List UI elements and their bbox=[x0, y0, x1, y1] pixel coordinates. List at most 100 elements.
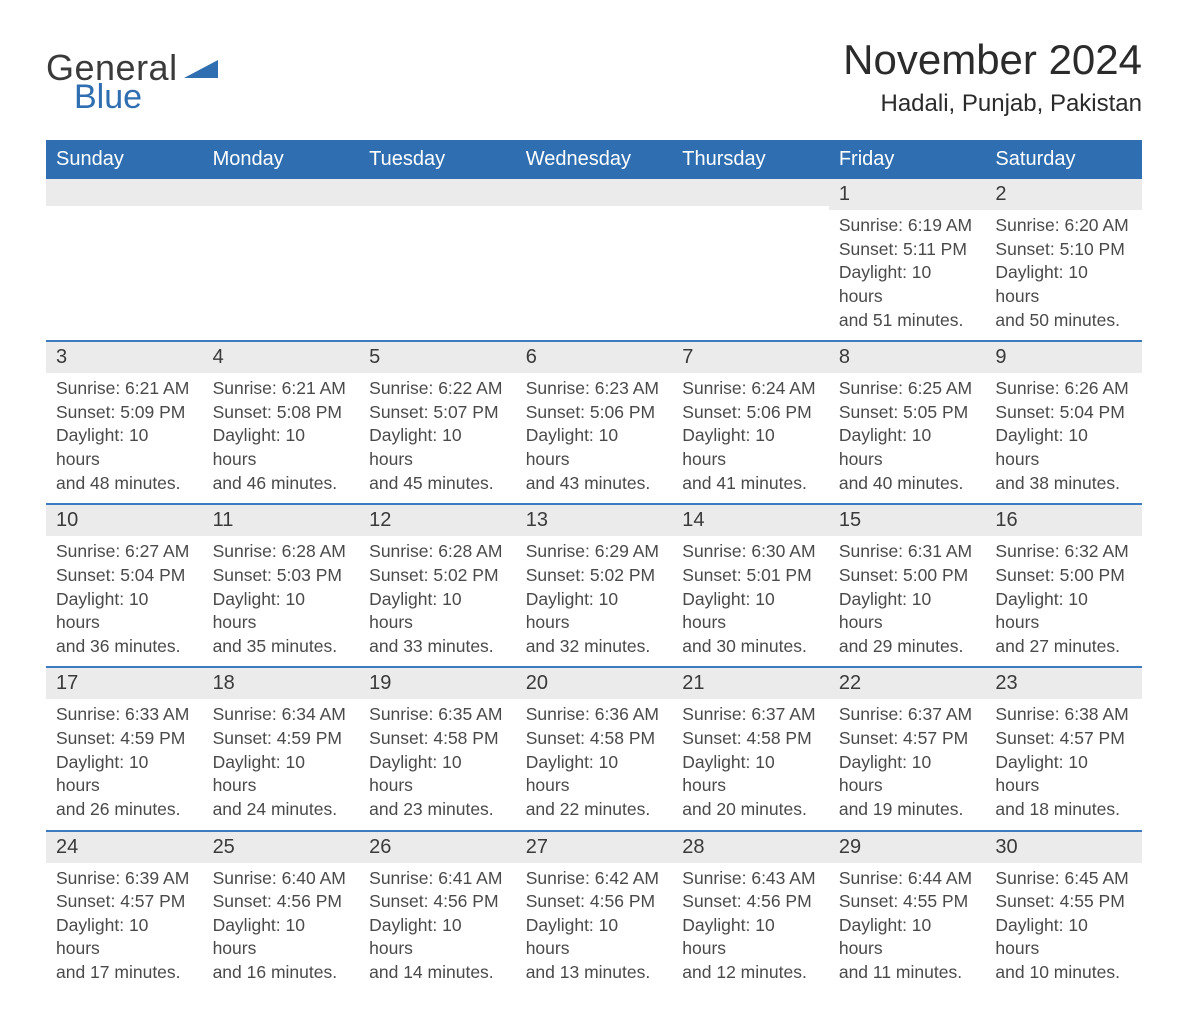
day-cell: 7 Sunrise: 6:24 AMSunset: 5:06 PMDaylight… bbox=[672, 342, 829, 503]
day-number: 6 bbox=[516, 342, 673, 373]
day-number: 17 bbox=[46, 668, 203, 699]
dow-wednesday: Wednesday bbox=[516, 142, 673, 179]
weeks-container: 1Sunrise: 6:19 AMSunset: 5:11 PMDaylight… bbox=[46, 179, 1142, 993]
day-cell: 29Sunrise: 6:44 AMSunset: 4:55 PMDayligh… bbox=[829, 832, 986, 993]
day-number: 8 bbox=[829, 342, 986, 373]
day-sunset: Sunset: 5:10 PM bbox=[995, 238, 1132, 262]
day-cell: 16Sunrise: 6:32 AMSunset: 5:00 PMDayligh… bbox=[985, 505, 1142, 666]
day-sunrise: Sunrise: 6:39 AM bbox=[56, 867, 193, 891]
day-sunrise: Sunrise: 6:45 AM bbox=[995, 867, 1132, 891]
day-sunset: Sunset: 5:02 PM bbox=[369, 564, 506, 588]
day-cell: 6 Sunrise: 6:23 AMSunset: 5:06 PMDaylight… bbox=[516, 342, 673, 503]
header: General Blue November 2024 Hadali, Punja… bbox=[46, 36, 1142, 124]
day-sunset: Sunset: 4:56 PM bbox=[369, 890, 506, 914]
dow-thursday: Thursday bbox=[672, 142, 829, 179]
day-number: 4 bbox=[203, 342, 360, 373]
week-row: 3Sunrise: 6:21 AMSunset: 5:09 PMDaylight… bbox=[46, 340, 1142, 503]
day-details: Sunrise: 6:24 AMSunset: 5:06 PMDaylight:… bbox=[682, 377, 819, 495]
day-details: Sunrise: 6:45 AMSunset: 4:55 PMDaylight:… bbox=[995, 867, 1132, 985]
day-cell: 27Sunrise: 6:42 AMSunset: 4:56 PMDayligh… bbox=[516, 832, 673, 993]
day-sunrise: Sunrise: 6:37 AM bbox=[682, 703, 819, 727]
day-daylight1: Daylight: 10 hours bbox=[995, 588, 1132, 635]
day-cell: 20Sunrise: 6:36 AMSunset: 4:58 PMDayligh… bbox=[516, 668, 673, 829]
day-number: 3 bbox=[46, 342, 203, 373]
day-number: 10 bbox=[46, 505, 203, 536]
day-sunset: Sunset: 5:06 PM bbox=[526, 401, 663, 425]
day-sunset: Sunset: 4:58 PM bbox=[682, 727, 819, 751]
day-daylight1: Daylight: 10 hours bbox=[682, 424, 819, 471]
day-cell: 2Sunrise: 6:20 AMSunset: 5:10 PMDaylight… bbox=[985, 179, 1142, 340]
day-details: Sunrise: 6:21 AMSunset: 5:08 PMDaylight:… bbox=[213, 377, 350, 495]
day-daylight1: Daylight: 10 hours bbox=[213, 751, 350, 798]
day-number bbox=[672, 179, 829, 206]
day-sunrise: Sunrise: 6:25 AM bbox=[839, 377, 976, 401]
day-daylight2: and 24 minutes. bbox=[213, 798, 350, 822]
day-cell: 24Sunrise: 6:39 AMSunset: 4:57 PMDayligh… bbox=[46, 832, 203, 993]
day-sunset: Sunset: 4:56 PM bbox=[213, 890, 350, 914]
day-sunrise: Sunrise: 6:37 AM bbox=[839, 703, 976, 727]
day-daylight1: Daylight: 10 hours bbox=[839, 261, 976, 308]
day-details: Sunrise: 6:41 AMSunset: 4:56 PMDaylight:… bbox=[369, 867, 506, 985]
day-daylight2: and 12 minutes. bbox=[682, 961, 819, 985]
day-daylight1: Daylight: 10 hours bbox=[213, 588, 350, 635]
day-details: Sunrise: 6:34 AMSunset: 4:59 PMDaylight:… bbox=[213, 703, 350, 821]
day-number: 18 bbox=[203, 668, 360, 699]
day-sunset: Sunset: 5:09 PM bbox=[56, 401, 193, 425]
day-sunset: Sunset: 4:59 PM bbox=[213, 727, 350, 751]
week-row: 10Sunrise: 6:27 AMSunset: 5:04 PMDayligh… bbox=[46, 503, 1142, 666]
day-sunrise: Sunrise: 6:20 AM bbox=[995, 214, 1132, 238]
day-number: 16 bbox=[985, 505, 1142, 536]
day-daylight1: Daylight: 10 hours bbox=[839, 588, 976, 635]
day-daylight2: and 41 minutes. bbox=[682, 472, 819, 496]
day-number: 22 bbox=[829, 668, 986, 699]
day-daylight1: Daylight: 10 hours bbox=[839, 424, 976, 471]
day-cell: 10Sunrise: 6:27 AMSunset: 5:04 PMDayligh… bbox=[46, 505, 203, 666]
day-daylight2: and 14 minutes. bbox=[369, 961, 506, 985]
day-daylight1: Daylight: 10 hours bbox=[213, 914, 350, 961]
day-daylight2: and 20 minutes. bbox=[682, 798, 819, 822]
day-daylight2: and 22 minutes. bbox=[526, 798, 663, 822]
day-details: Sunrise: 6:28 AMSunset: 5:02 PMDaylight:… bbox=[369, 540, 506, 658]
day-sunrise: Sunrise: 6:38 AM bbox=[995, 703, 1132, 727]
day-details: Sunrise: 6:28 AMSunset: 5:03 PMDaylight:… bbox=[213, 540, 350, 658]
day-details: Sunrise: 6:22 AMSunset: 5:07 PMDaylight:… bbox=[369, 377, 506, 495]
day-number: 7 bbox=[672, 342, 829, 373]
flag-icon bbox=[184, 56, 218, 78]
day-sunrise: Sunrise: 6:43 AM bbox=[682, 867, 819, 891]
day-number: 28 bbox=[672, 832, 829, 863]
day-cell: 9Sunrise: 6:26 AMSunset: 5:04 PMDaylight… bbox=[985, 342, 1142, 503]
day-daylight2: and 48 minutes. bbox=[56, 472, 193, 496]
day-sunset: Sunset: 5:04 PM bbox=[995, 401, 1132, 425]
day-number: 27 bbox=[516, 832, 673, 863]
day-sunrise: Sunrise: 6:23 AM bbox=[526, 377, 663, 401]
day-sunset: Sunset: 4:57 PM bbox=[839, 727, 976, 751]
day-daylight1: Daylight: 10 hours bbox=[995, 424, 1132, 471]
day-daylight1: Daylight: 10 hours bbox=[526, 424, 663, 471]
day-daylight2: and 18 minutes. bbox=[995, 798, 1132, 822]
dow-saturday: Saturday bbox=[985, 142, 1142, 179]
day-details: Sunrise: 6:36 AMSunset: 4:58 PMDaylight:… bbox=[526, 703, 663, 821]
day-number: 30 bbox=[985, 832, 1142, 863]
day-daylight2: and 51 minutes. bbox=[839, 309, 976, 333]
day-number: 26 bbox=[359, 832, 516, 863]
day-number: 5 bbox=[359, 342, 516, 373]
day-number: 11 bbox=[203, 505, 360, 536]
day-sunset: Sunset: 5:08 PM bbox=[213, 401, 350, 425]
day-number: 25 bbox=[203, 832, 360, 863]
day-cell: 28Sunrise: 6:43 AMSunset: 4:56 PMDayligh… bbox=[672, 832, 829, 993]
day-daylight1: Daylight: 10 hours bbox=[995, 751, 1132, 798]
day-details: Sunrise: 6:31 AMSunset: 5:00 PMDaylight:… bbox=[839, 540, 976, 658]
day-number bbox=[516, 179, 673, 206]
day-sunset: Sunset: 5:04 PM bbox=[56, 564, 193, 588]
day-sunset: Sunset: 4:58 PM bbox=[526, 727, 663, 751]
day-details: Sunrise: 6:29 AMSunset: 5:02 PMDaylight:… bbox=[526, 540, 663, 658]
day-cell: 13Sunrise: 6:29 AMSunset: 5:02 PMDayligh… bbox=[516, 505, 673, 666]
day-cell: 4 Sunrise: 6:21 AMSunset: 5:08 PMDaylight… bbox=[203, 342, 360, 503]
day-details: Sunrise: 6:30 AMSunset: 5:01 PMDaylight:… bbox=[682, 540, 819, 658]
day-number: 24 bbox=[46, 832, 203, 863]
day-daylight2: and 10 minutes. bbox=[995, 961, 1132, 985]
location-subtitle: Hadali, Punjab, Pakistan bbox=[843, 90, 1142, 118]
day-details: Sunrise: 6:44 AMSunset: 4:55 PMDaylight:… bbox=[839, 867, 976, 985]
week-row: 24Sunrise: 6:39 AMSunset: 4:57 PMDayligh… bbox=[46, 830, 1142, 993]
day-daylight2: and 13 minutes. bbox=[526, 961, 663, 985]
